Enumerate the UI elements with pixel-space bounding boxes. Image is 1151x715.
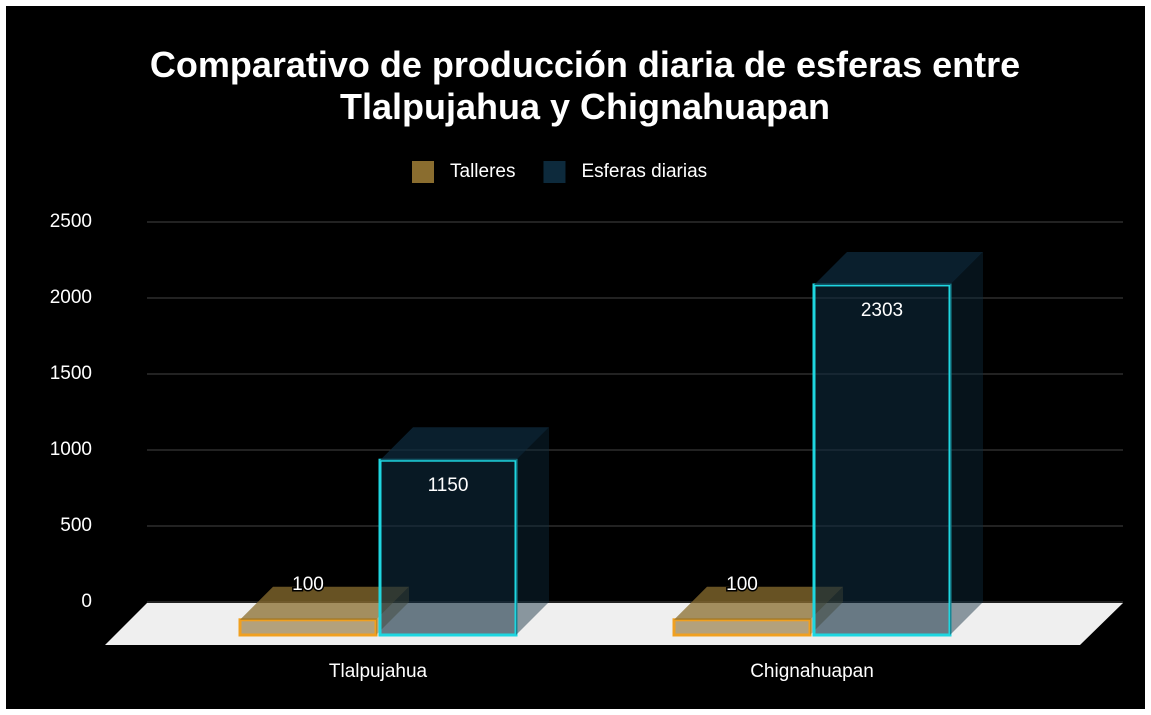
bar-front [812,283,952,637]
y-tick-label: 1000 [50,439,92,460]
y-tick-label: 1500 [50,363,92,384]
legend-swatch [543,161,566,183]
x-tick-label: Chignahuapan [750,661,874,682]
y-tick-label: 0 [81,591,92,612]
legend-label: Talleres [450,161,515,182]
chart-title: Comparativo de producción diaria de esfe… [149,44,1021,127]
legend-label: Esferas diarias [581,161,707,182]
bar-front [672,618,812,637]
bar-top [814,251,983,285]
bar-front [238,618,378,637]
bar-top [674,586,843,620]
y-tick-label: 2000 [50,287,92,308]
bar-top [240,586,409,620]
y-tick-label: 500 [60,515,92,536]
y-tick-label: 2500 [50,211,92,232]
bar-top [380,427,549,461]
data-label: 2303 [861,300,903,321]
legend-swatch [412,161,434,183]
background [6,6,1145,709]
bar-side [516,427,549,635]
data-label: 100 [726,574,758,595]
data-label: 1150 [428,475,469,496]
x-tick-label: Tlalpujahua [329,661,428,682]
data-label: 100 [292,574,324,595]
bar-front [378,458,518,637]
bar-side [950,251,983,635]
